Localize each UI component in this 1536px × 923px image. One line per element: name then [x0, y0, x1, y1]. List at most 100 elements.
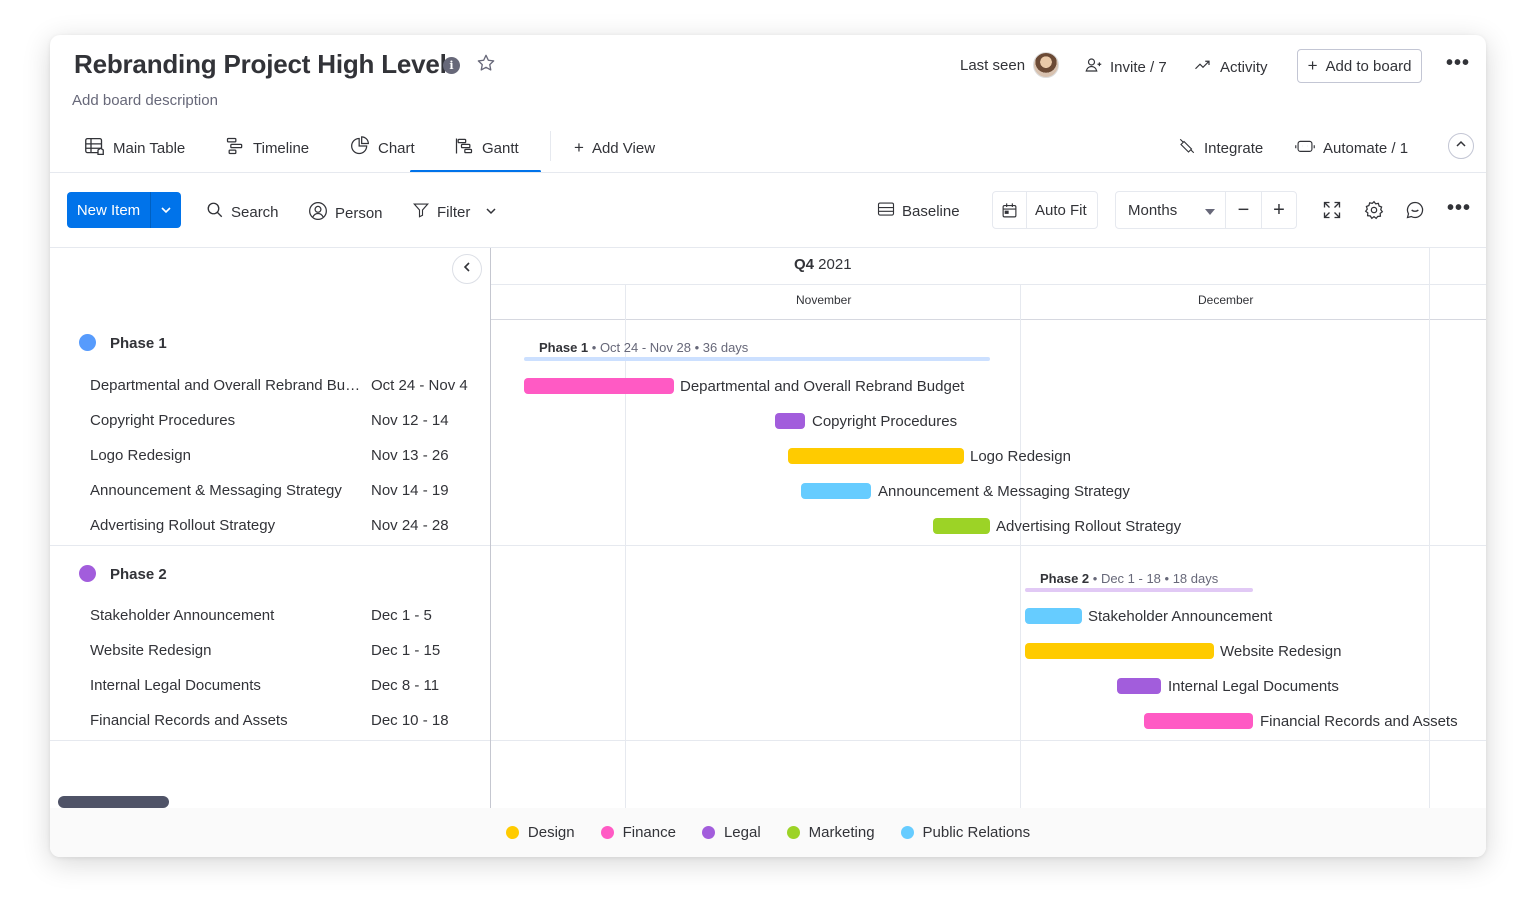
item-name[interactable]: Logo Redesign: [90, 447, 191, 464]
legend-item[interactable]: Finance: [600, 824, 676, 841]
search-button[interactable]: Search: [206, 201, 279, 223]
filter-label: Filter: [437, 203, 471, 221]
group-title[interactable]: Phase 1: [110, 335, 167, 352]
filter-icon: [412, 201, 430, 223]
legend-item[interactable]: Marketing: [786, 824, 875, 841]
add-to-board-button[interactable]: + Add to board: [1297, 49, 1422, 83]
collapse-list-button[interactable]: [452, 254, 482, 284]
legend-dot: [900, 826, 914, 839]
person-icon: [308, 201, 328, 225]
item-name[interactable]: Stakeholder Announcement: [90, 607, 275, 624]
board-description[interactable]: Add board description: [72, 92, 218, 109]
info-icon[interactable]: i: [443, 57, 460, 74]
tab-timeline[interactable]: Timeline: [225, 135, 309, 161]
robot-icon: [1295, 137, 1315, 159]
legend-dot: [600, 826, 614, 839]
collapse-header-button[interactable]: [1448, 133, 1474, 159]
toolbar-divider: [50, 247, 1486, 248]
chevron-down-icon[interactable]: [485, 204, 497, 221]
auto-fit-label: Auto Fit: [1035, 201, 1087, 219]
baseline-label: Baseline: [902, 202, 960, 220]
tab-main-table[interactable]: Main Table: [84, 135, 185, 161]
group-title[interactable]: Phase 2: [110, 566, 167, 583]
month-label: November: [796, 293, 852, 307]
tab-label: Timeline: [253, 139, 310, 157]
item-name[interactable]: Advertising Rollout Strategy: [90, 517, 276, 534]
group-summary: Phase 1 • Oct 24 - Nov 28 • 36 days: [539, 340, 749, 355]
group-span-bar[interactable]: [524, 357, 990, 361]
gantt-bar[interactable]: [1025, 643, 1214, 659]
toolbar-more-icon[interactable]: •••: [1447, 197, 1472, 219]
gantt-bar[interactable]: [775, 413, 805, 429]
tab-chart[interactable]: Chart: [350, 135, 415, 161]
tabs-divider: [50, 172, 1486, 173]
months-select[interactable]: Months: [1116, 192, 1226, 228]
activity-button[interactable]: Activity: [1194, 56, 1268, 78]
month-gridline: [625, 284, 626, 808]
legend: Design Finance Legal Marketing Public Re…: [50, 808, 1486, 857]
zoom-control: Months − +: [1115, 191, 1297, 229]
chevron-down-icon[interactable]: [151, 204, 181, 216]
star-icon[interactable]: [476, 53, 496, 78]
summary-title: Phase 1: [539, 340, 589, 355]
fullscreen-icon[interactable]: [1322, 200, 1342, 225]
zoom-in-button[interactable]: +: [1261, 192, 1296, 228]
gantt-bar-label: Logo Redesign: [970, 448, 1071, 465]
active-tab-indicator: [410, 170, 541, 173]
more-options-icon[interactable]: •••: [1446, 52, 1471, 74]
gantt-bar-label: Website Redesign: [1220, 643, 1342, 660]
months-label: Months: [1128, 201, 1178, 219]
settings-icon[interactable]: [1364, 200, 1384, 225]
tab-gantt[interactable]: Gantt: [454, 135, 519, 161]
zoom-out-button[interactable]: −: [1237, 198, 1250, 221]
group-divider: [50, 740, 1486, 741]
chat-icon[interactable]: [1405, 200, 1425, 225]
item-name[interactable]: Website Redesign: [90, 642, 212, 659]
gantt-bar[interactable]: [788, 448, 964, 464]
person-add-icon: [1084, 56, 1102, 78]
legend-item[interactable]: Public Relations: [900, 824, 1031, 841]
item-name[interactable]: Internal Legal Documents: [90, 677, 261, 694]
group-color-dot[interactable]: [79, 334, 96, 351]
add-view-button[interactable]: + Add View: [574, 135, 655, 161]
legend-item[interactable]: Design: [505, 824, 575, 841]
gantt-bar[interactable]: [1144, 713, 1253, 729]
gantt-bar-label: Internal Legal Documents: [1168, 678, 1339, 695]
gantt-bar[interactable]: [1025, 608, 1082, 624]
legend-item[interactable]: Legal: [701, 824, 761, 841]
integrate-button[interactable]: Integrate: [1178, 135, 1263, 161]
horizontal-scrollbar[interactable]: [58, 796, 169, 808]
filter-button[interactable]: Filter: [412, 201, 497, 223]
baseline-icon: [877, 201, 895, 221]
gantt-bar[interactable]: [933, 518, 990, 534]
last-seen[interactable]: Last seen: [960, 52, 1060, 78]
tab-label: Main Table: [113, 139, 186, 157]
table-icon: [84, 136, 105, 161]
item-name[interactable]: Copyright Procedures: [90, 412, 236, 429]
header-divider: [491, 284, 1486, 285]
legend-label: Design: [527, 824, 575, 841]
board-title[interactable]: Rebranding Project High Level: [74, 49, 447, 79]
gantt-icon: [454, 136, 474, 160]
person-filter-button[interactable]: Person: [308, 201, 383, 225]
item-name[interactable]: Departmental and Overall Rebrand Budget: [90, 377, 365, 394]
item-name[interactable]: Financial Records and Assets: [90, 712, 288, 729]
baseline-button[interactable]: Baseline: [877, 201, 960, 221]
quarter-year: 2021: [814, 256, 852, 273]
item-dates: Oct 24 - Nov 4: [371, 377, 468, 394]
pane-divider[interactable]: [490, 248, 491, 808]
new-item-button[interactable]: New Item: [67, 192, 181, 228]
gantt-bar[interactable]: [801, 483, 871, 499]
legend-label: Marketing: [808, 824, 875, 841]
invite-button[interactable]: Invite / 7: [1084, 56, 1167, 78]
activity-icon: [1194, 56, 1212, 78]
auto-fit-button[interactable]: Auto Fit: [992, 191, 1098, 229]
legend-label: Public Relations: [922, 824, 1031, 841]
item-dates: Dec 10 - 18: [371, 712, 449, 729]
group-color-dot[interactable]: [79, 565, 96, 582]
automate-button[interactable]: Automate / 1: [1295, 135, 1408, 161]
gantt-bar[interactable]: [524, 378, 674, 394]
gantt-bar[interactable]: [1117, 678, 1161, 694]
item-name[interactable]: Announcement & Messaging Strategy: [90, 482, 342, 499]
group-span-bar[interactable]: [1025, 588, 1253, 592]
